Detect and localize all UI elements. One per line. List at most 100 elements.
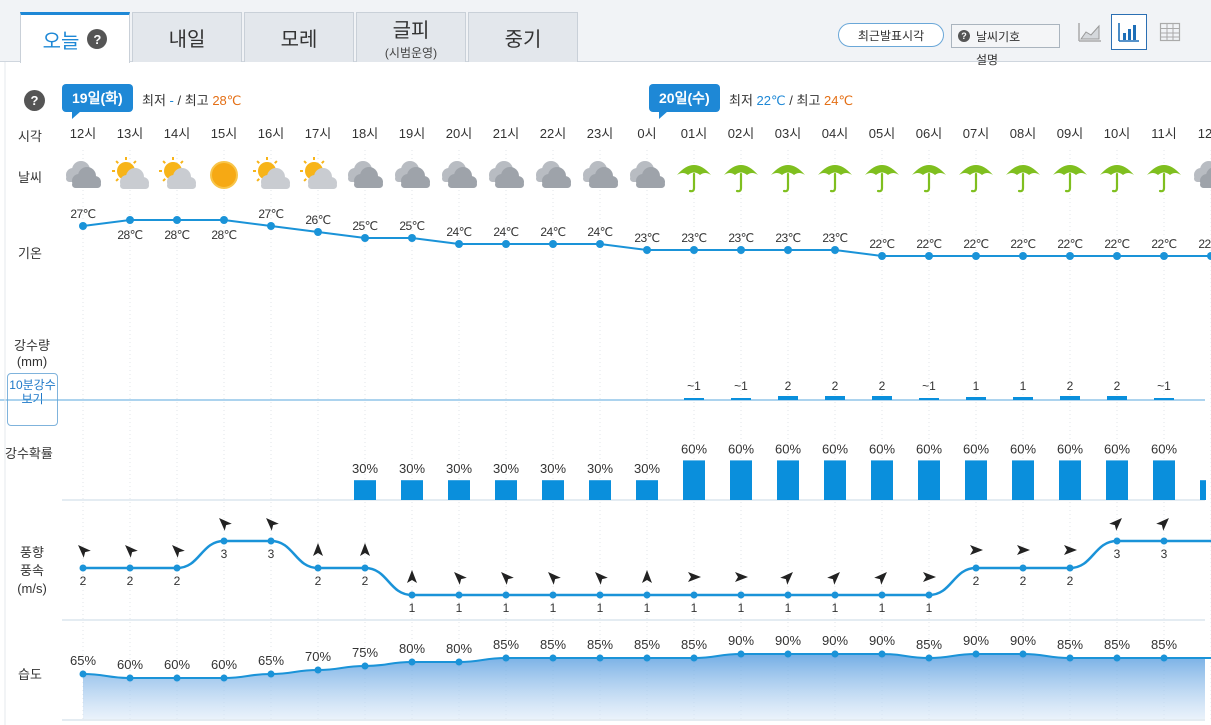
wind-direction-icon	[735, 572, 748, 582]
precip-label: 2	[879, 379, 886, 393]
temperature-point	[1113, 252, 1121, 260]
wind-point	[784, 591, 792, 599]
weather-symbol-button[interactable]: ? 날씨기호	[951, 24, 1060, 48]
hour-label: 0시	[637, 126, 656, 141]
wind-speed-label: 1	[503, 601, 510, 615]
wind-speed-label: 2	[1020, 574, 1027, 588]
row-label-precip: 강수량 (mm)	[14, 335, 50, 369]
tab-day-after[interactable]: 모레	[244, 12, 354, 62]
area-chart-view-button[interactable]	[1072, 14, 1108, 50]
humidity-label: 80%	[446, 641, 472, 656]
wind-speed-label: 3	[221, 547, 228, 561]
row-help-icon[interactable]: ?	[24, 90, 45, 111]
cloudy-icon	[489, 161, 524, 188]
wind-point	[361, 564, 369, 572]
row-label-prob: 강수확률	[5, 446, 53, 461]
hour-label: 05시	[869, 126, 895, 141]
humidity-point	[1019, 650, 1027, 658]
temperature-label: 24℃	[540, 225, 565, 239]
umbrella-handle	[688, 172, 696, 193]
precip-prob-bar	[542, 480, 564, 500]
wind-speed-label: 3	[1114, 547, 1121, 561]
humidity-label: 85%	[916, 637, 942, 652]
precip-prob-bar	[589, 480, 611, 500]
humidity-point	[737, 650, 745, 658]
humidity-point	[79, 670, 87, 678]
humidity-point	[596, 654, 604, 662]
help-icon[interactable]: ?	[87, 29, 108, 49]
humidity-point	[314, 666, 322, 674]
precip-bar	[684, 398, 704, 400]
temperature-point	[408, 234, 416, 242]
wind-point	[831, 591, 839, 599]
wind-point	[455, 591, 463, 599]
wind-speed-label: 1	[550, 601, 557, 615]
precip-prob-label: 30%	[493, 461, 519, 476]
wind-direction-icon	[780, 572, 793, 585]
precip-prob-label: 60%	[822, 441, 848, 456]
temperature-label: 22℃	[963, 237, 988, 251]
hour-label: 14시	[164, 126, 190, 141]
humidity-label: 90%	[1010, 633, 1036, 648]
sun-ray	[180, 160, 184, 164]
hour-label: 04시	[822, 126, 848, 141]
cloud-part	[448, 181, 477, 188]
tab-three-days[interactable]: 글피 (시범운영)	[356, 12, 466, 62]
cloud-part	[354, 181, 383, 188]
umbrella-handle	[876, 172, 884, 193]
wind-direction-icon	[313, 543, 323, 556]
humidity-point	[831, 650, 839, 658]
precip-label: 2	[1067, 379, 1074, 393]
tab-tomorrow[interactable]: 내일	[132, 12, 242, 62]
temperature-label: 28℃	[117, 228, 142, 242]
wind-speed-label: 2	[315, 574, 322, 588]
table-view-button[interactable]	[1152, 14, 1188, 50]
precip-prob-label: 60%	[1104, 441, 1130, 456]
row-label-humidity: 습도	[18, 667, 42, 682]
partly-cloudy-icon	[253, 157, 290, 189]
precip-bar	[1107, 396, 1127, 400]
sun-ray	[162, 160, 166, 164]
precip-prob-label: 60%	[1010, 441, 1036, 456]
wind-direction-icon	[78, 545, 91, 558]
humidity-point	[455, 658, 463, 666]
tab-today[interactable]: 오늘?	[20, 12, 130, 63]
recent-release-button[interactable]: 최근발표시각	[838, 23, 944, 47]
weather-symbol-label: 날씨기호	[976, 29, 1021, 44]
wind-point	[1019, 564, 1027, 572]
precip-prob-label: 60%	[728, 441, 754, 456]
day-tabs: 오늘? 내일 모레 글피 (시범운영) 중기	[20, 12, 578, 63]
bar-chart-view-button[interactable]	[1111, 14, 1147, 50]
sun-ray	[115, 160, 119, 164]
humidity-label: 90%	[728, 633, 754, 648]
precip-prob-label: 30%	[634, 461, 660, 476]
cloudy-icon	[583, 161, 618, 188]
temperature-label: 22℃	[1104, 237, 1129, 251]
max-label: 최고	[796, 93, 821, 108]
precip-label: 2	[785, 379, 792, 393]
humidity-point	[361, 662, 369, 670]
row-label-wind: 풍향 풍속 (m/s)	[14, 544, 50, 598]
wind-direction-icon	[1109, 518, 1122, 531]
hour-label: 01시	[681, 126, 707, 141]
partly-cloudy-icon	[112, 157, 149, 189]
day-minmax-19: 최저 - / 최고 28℃	[142, 90, 241, 109]
hour-label: 17시	[305, 126, 331, 141]
hour-label: 06시	[916, 126, 942, 141]
cloud-part	[542, 181, 571, 188]
wind-point	[925, 591, 933, 599]
min-label: 최저	[142, 93, 166, 108]
temperature-point	[643, 246, 651, 254]
umbrella-icon	[912, 165, 946, 193]
humidity-label: 85%	[1057, 637, 1083, 652]
umbrella-icon	[959, 165, 993, 193]
temperature-label: 24℃	[446, 225, 471, 239]
wind-point	[737, 591, 745, 599]
hour-label: 08시	[1010, 126, 1036, 141]
umbrella-icon	[1147, 165, 1181, 193]
tab-midterm[interactable]: 중기	[468, 12, 578, 62]
sun-ray	[321, 160, 325, 164]
precip-prob-bar	[777, 460, 799, 500]
humidity-point	[878, 650, 886, 658]
max-value: 24℃	[824, 93, 854, 108]
